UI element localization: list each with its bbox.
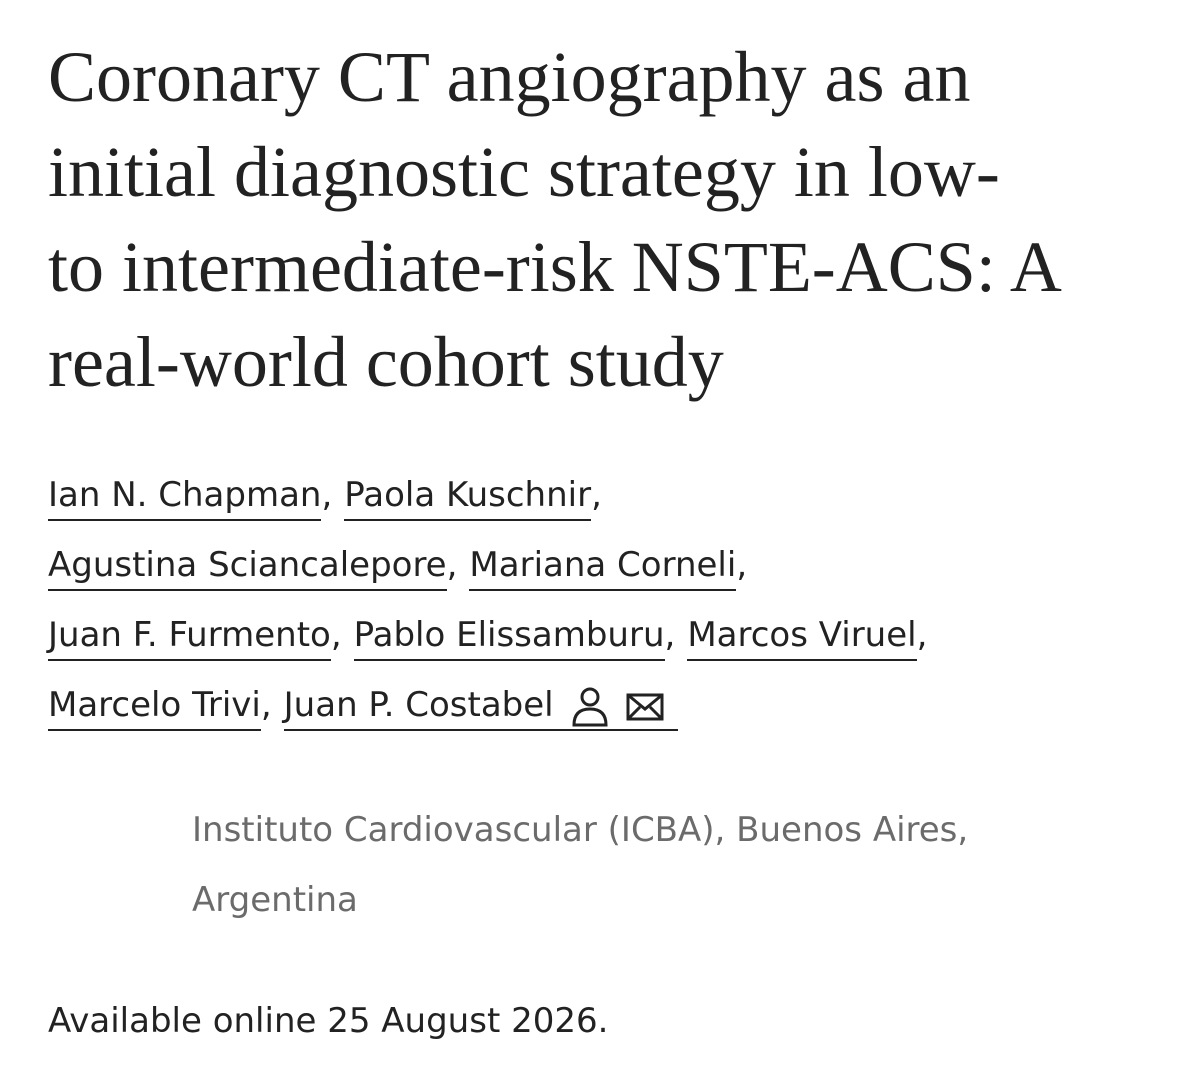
author-link[interactable]: Pablo Elissamburu <box>353 615 665 661</box>
affiliation-line: Instituto Cardiovascular (ICBA), Buenos … <box>192 810 969 850</box>
title-line: real-world cohort study <box>48 322 724 402</box>
separator: , <box>591 475 602 515</box>
separator: , <box>736 545 748 585</box>
affiliation-line: Argentina <box>192 880 358 920</box>
separator: , <box>260 685 272 725</box>
author-link[interactable]: Marcelo Trivi <box>48 685 261 731</box>
author-link[interactable]: Paola Kuschnir <box>344 475 592 521</box>
author-line: Juan F. Furmento, Pablo Elissamburu, Marco… <box>48 610 939 661</box>
author-line: Marcelo Trivi, Juan P. Costabel <box>48 680 678 731</box>
separator: , <box>321 475 333 515</box>
email-icon <box>626 693 664 720</box>
person-icon <box>572 687 608 726</box>
author-line: Agustina Sciancalepore, Mariana Corneli, <box>48 540 759 591</box>
title-line: to intermediate-risk NSTE-ACS: A <box>48 227 1062 307</box>
author-line: Ian N. Chapman, Paola Kuschnir, <box>48 470 614 521</box>
separator: , <box>916 615 928 655</box>
author-link[interactable]: Marcos Viruel <box>687 615 917 661</box>
author-icons[interactable] <box>568 685 678 729</box>
separator: , <box>446 545 458 585</box>
author-link[interactable]: Juan P. Costabel <box>283 685 678 731</box>
title-line: Coronary CT angiography as an <box>48 37 971 117</box>
title-line: initial diagnostic strategy in low- <box>48 132 1000 212</box>
availability: Available online 25 August 2026. <box>48 1001 609 1041</box>
author-link[interactable]: Juan F. Furmento <box>48 615 331 661</box>
author-link[interactable]: Ian N. Chapman <box>48 475 322 521</box>
author-link[interactable]: Agustina Sciancalepore <box>48 545 447 591</box>
separator: , <box>330 615 342 655</box>
separator: , <box>664 615 676 655</box>
author-link[interactable]: Mariana Corneli <box>469 545 737 591</box>
